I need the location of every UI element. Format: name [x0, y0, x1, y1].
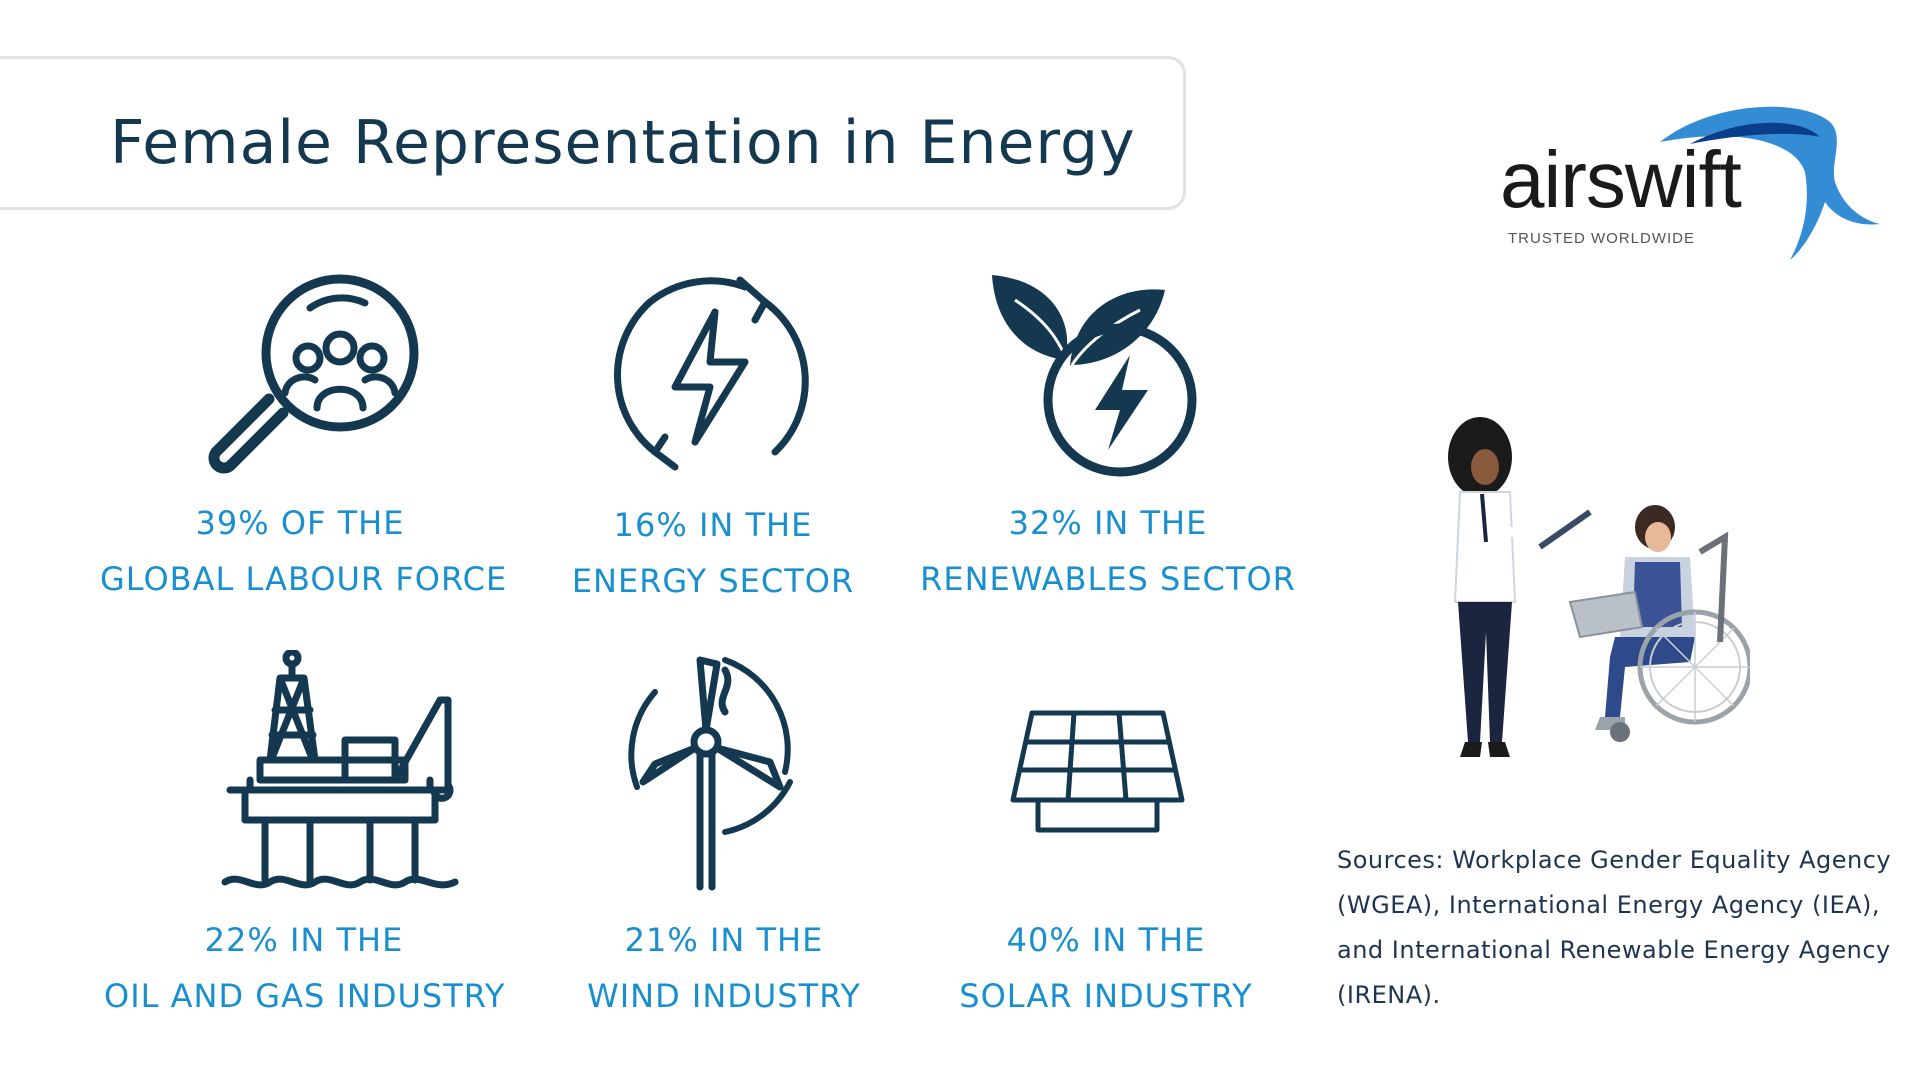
- energy-cycle-icon: [614, 276, 809, 471]
- title-box: [0, 56, 1186, 210]
- stat-percent: 32% IN THE: [1008, 504, 1208, 542]
- solar-panel-icon: [1010, 710, 1185, 833]
- swift-bird-icon: [1660, 106, 1880, 260]
- stat-percent: 21% IN THE: [624, 921, 824, 959]
- leaf-energy-icon: [992, 275, 1197, 477]
- stat-renewables-sector: 32% IN THE RENEWABLES SECTOR: [908, 495, 1308, 607]
- stat-percent: 22% IN THE: [204, 921, 404, 959]
- stat-label: OIL AND GAS INDUSTRY: [104, 977, 506, 1015]
- stat-label: SOLAR INDUSTRY: [959, 977, 1253, 1015]
- airswift-logo: airswift TRUSTED WORLDWIDE: [1500, 102, 1880, 262]
- stat-label: GLOBAL LABOUR FORCE: [100, 560, 508, 598]
- magnifier-people-icon: [208, 274, 419, 474]
- stat-energy-sector: 16% IN THE ENERGY SECTOR: [513, 497, 913, 609]
- stat-global-labour-force: 39% OF THE GLOBAL LABOUR FORCE: [100, 495, 508, 607]
- stat-percent: 16% IN THE: [613, 506, 813, 544]
- stat-label: RENEWABLES SECTOR: [920, 560, 1296, 598]
- wind-turbine-icon: [628, 656, 793, 891]
- stat-wind-industry: 21% IN THE WIND INDUSTRY: [524, 912, 924, 1024]
- stat-percent: 40% IN THE: [1006, 921, 1206, 959]
- page-title: Female Representation in Energy: [110, 108, 1136, 178]
- stat-label: WIND INDUSTRY: [587, 977, 861, 1015]
- brand-tagline: TRUSTED WORLDWIDE: [1508, 230, 1695, 247]
- brand-name: airswift: [1500, 135, 1742, 224]
- oil-rig-icon: [221, 650, 459, 889]
- stat-solar-industry: 40% IN THE SOLAR INDUSTRY: [906, 912, 1306, 1024]
- stat-label: ENERGY SECTOR: [571, 562, 855, 600]
- stat-percent: 39% OF THE: [195, 504, 405, 542]
- two-women-working-illustration: [1448, 417, 1750, 757]
- stat-oil-gas-industry: 22% IN THE OIL AND GAS INDUSTRY: [104, 912, 504, 1024]
- sources-text: Sources: Workplace Gender Equality Agenc…: [1337, 846, 1892, 1009]
